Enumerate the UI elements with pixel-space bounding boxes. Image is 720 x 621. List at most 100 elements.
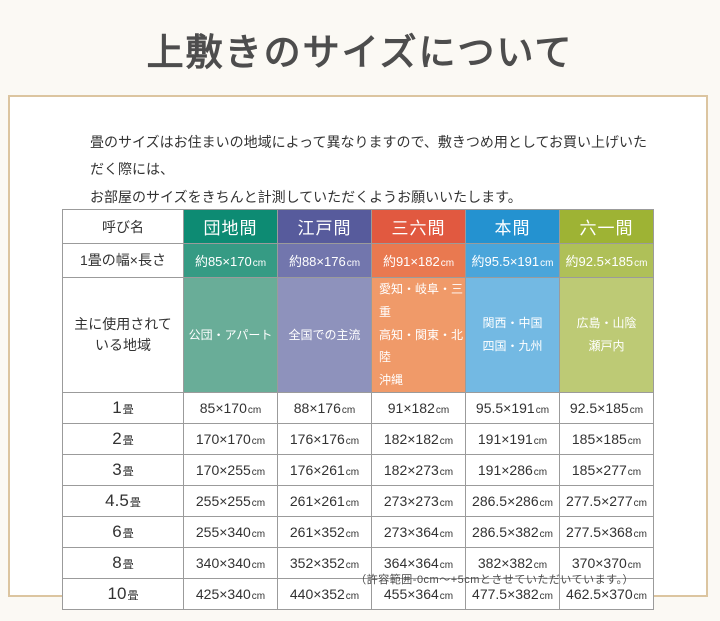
width-length-cell: 約85×170cm <box>184 244 278 278</box>
region-row-label: 主に使用されて いる地域 <box>63 278 184 393</box>
cm-unit: cm <box>247 404 262 416</box>
cm-unit: cm <box>539 497 553 509</box>
size-row-label: 6畳 <box>63 516 184 548</box>
size-value-cell: 88×176cm <box>278 392 372 424</box>
size-value-cell: 261×261cm <box>278 485 372 517</box>
cm-unit: cm <box>539 528 553 540</box>
cm-unit: cm <box>345 590 360 602</box>
column-header: 団地間 <box>184 210 278 244</box>
width-length-cell: 約92.5×185cm <box>560 244 654 278</box>
cm-unit: cm <box>539 590 553 602</box>
size-value-cell: 455×364cm <box>372 578 466 610</box>
cm-unit: cm <box>533 435 548 447</box>
size-row-label: 3畳 <box>63 454 184 486</box>
cm-unit: cm <box>440 258 455 269</box>
size-value-cell: 85×170cm <box>184 392 278 424</box>
cm-unit: cm <box>251 435 266 447</box>
size-value-cell: 286.5×286cm <box>466 485 560 517</box>
size-value-cell: 191×286cm <box>466 454 560 486</box>
width-row-label: 1畳の幅×長さ <box>63 244 184 278</box>
cm-unit: cm <box>439 466 454 478</box>
size-value-cell: 352×352cm <box>278 547 372 579</box>
cm-unit: cm <box>439 528 454 540</box>
size-value-cell: 170×255cm <box>184 454 278 486</box>
size-value-cell: 277.5×277cm <box>560 485 654 517</box>
region-cell: 全国での主流 <box>278 278 372 393</box>
size-value-cell: 176×176cm <box>278 423 372 455</box>
cm-unit: cm <box>345 435 360 447</box>
cm-unit: cm <box>251 590 266 602</box>
size-value-cell: 176×261cm <box>278 454 372 486</box>
region-cell: 関西・中国 四国・九州 <box>466 278 560 393</box>
size-value-cell: 185×277cm <box>560 454 654 486</box>
size-value-cell: 91×182cm <box>372 392 466 424</box>
size-row: 4.5畳 255×255cm 261×261cm 273×273cm 286.5×286… <box>63 485 654 517</box>
tatami-unit: 畳 <box>122 465 134 478</box>
cm-unit: cm <box>535 404 550 416</box>
cm-unit: cm <box>633 590 647 602</box>
size-row-label: 1畳 <box>63 392 184 424</box>
cm-unit: cm <box>627 435 642 447</box>
size-value-cell: 191×191cm <box>466 423 560 455</box>
size-value-cell: 370×370cm <box>560 547 654 579</box>
size-value-cell: 277.5×368cm <box>560 516 654 548</box>
cm-unit: cm <box>634 258 648 269</box>
cm-unit: cm <box>633 497 647 509</box>
tatami-unit: 畳 <box>122 527 134 540</box>
size-row-label: 10畳 <box>63 578 184 610</box>
size-row: 3畳 170×255cm 176×261cm 182×273cm 191×286cm 18… <box>63 454 654 486</box>
cm-unit: cm <box>251 559 266 571</box>
size-value-cell: 170×170cm <box>184 423 278 455</box>
cm-unit: cm <box>533 466 548 478</box>
corner-label: 呼び名 <box>63 210 184 244</box>
size-value-cell: 364×364cm <box>372 547 466 579</box>
cm-unit: cm <box>435 404 450 416</box>
cm-unit: cm <box>540 258 554 269</box>
size-row: 2畳 170×170cm 176×176cm 182×182cm 191×191cm 18… <box>63 423 654 455</box>
cm-unit: cm <box>439 497 454 509</box>
column-header: 本間 <box>466 210 560 244</box>
size-value-cell: 182×182cm <box>372 423 466 455</box>
cm-unit: cm <box>439 559 454 571</box>
size-value-cell: 95.5×191cm <box>466 392 560 424</box>
size-value-cell: 440×352cm <box>278 578 372 610</box>
size-value-cell: 92.5×185cm <box>560 392 654 424</box>
column-header: 江戸間 <box>278 210 372 244</box>
width-length-cell: 約88×176cm <box>278 244 372 278</box>
size-value-cell: 185×185cm <box>560 423 654 455</box>
cm-unit: cm <box>439 590 454 602</box>
size-value-cell: 340×340cm <box>184 547 278 579</box>
column-header: 六一間 <box>560 210 654 244</box>
intro-text: 畳のサイズはお住まいの地域によって異なりますので、敷きつめ用としてお買い上げいた… <box>90 134 648 205</box>
region-cell: 愛知・岐阜・三重 高知・関東・北陸 沖縄 <box>372 278 466 393</box>
width-length-cell: 約95.5×191cm <box>466 244 560 278</box>
tatami-unit: 畳 <box>129 496 141 509</box>
cm-unit: cm <box>629 404 644 416</box>
size-row: 10畳 425×340cm 440×352cm 455×364cm 477.5×382c… <box>63 578 654 610</box>
tolerance-note: （許容範囲-0cm～+5cmとさせていただいています。） <box>355 574 634 586</box>
page-title: 上敷きのサイズについて <box>146 30 574 74</box>
size-value-cell: 425×340cm <box>184 578 278 610</box>
tatami-unit: 畳 <box>122 403 134 416</box>
cm-unit: cm <box>251 466 266 478</box>
column-header: 三六間 <box>372 210 466 244</box>
cm-unit: cm <box>251 528 266 540</box>
cm-unit: cm <box>627 559 642 571</box>
size-value-cell: 462.5×370cm <box>560 578 654 610</box>
size-value-cell: 286.5×382cm <box>466 516 560 548</box>
size-row: 8畳 340×340cm 352×352cm 364×364cm 382×382cm 37… <box>63 547 654 579</box>
width-length-cell: 約91×182cm <box>372 244 466 278</box>
size-value-cell: 477.5×382cm <box>466 578 560 610</box>
size-value-cell: 273×273cm <box>372 485 466 517</box>
size-value-cell: 273×364cm <box>372 516 466 548</box>
cm-unit: cm <box>346 258 361 269</box>
cm-unit: cm <box>345 528 360 540</box>
size-row-label: 2畳 <box>63 423 184 455</box>
tatami-unit: 畳 <box>127 589 139 602</box>
cm-unit: cm <box>345 559 360 571</box>
cm-unit: cm <box>633 528 647 540</box>
size-value-cell: 255×340cm <box>184 516 278 548</box>
cm-unit: cm <box>345 497 360 509</box>
size-value-cell: 182×273cm <box>372 454 466 486</box>
cm-unit: cm <box>439 435 454 447</box>
